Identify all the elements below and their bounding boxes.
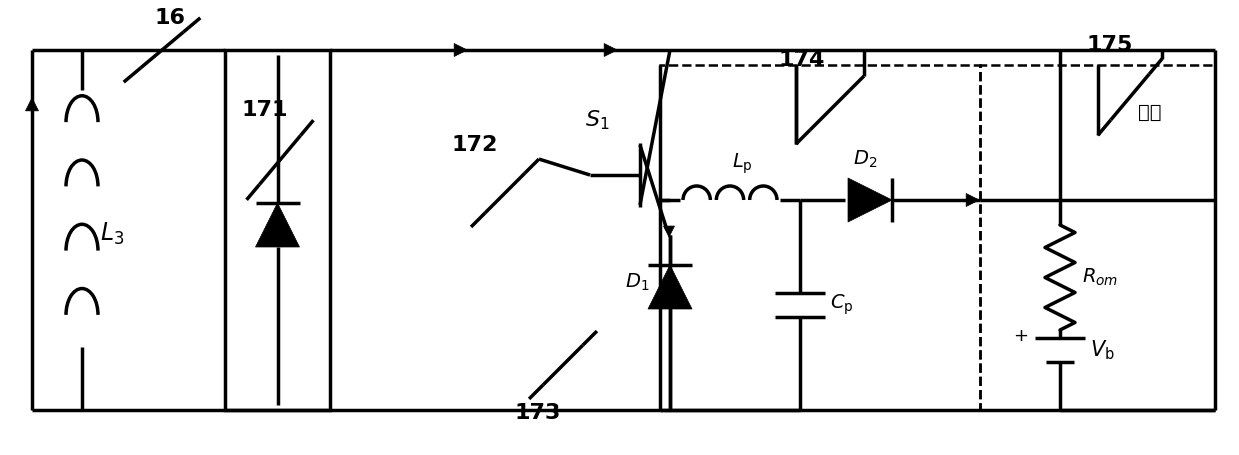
Polygon shape <box>26 98 38 111</box>
FancyBboxPatch shape <box>225 50 330 410</box>
Text: 电池: 电池 <box>1137 102 1161 121</box>
Text: $L_3$: $L_3$ <box>100 220 124 247</box>
Polygon shape <box>455 44 467 56</box>
Text: 16: 16 <box>155 8 186 28</box>
Polygon shape <box>255 203 300 247</box>
Text: 172: 172 <box>452 135 498 155</box>
Text: $D_2$: $D_2$ <box>852 149 877 170</box>
Text: $R_{om}$: $R_{om}$ <box>1082 267 1119 288</box>
Text: 174: 174 <box>779 50 825 70</box>
Text: 175: 175 <box>1087 35 1134 55</box>
Polygon shape <box>847 178 892 222</box>
Text: $V_\mathrm{b}$: $V_\mathrm{b}$ <box>1090 338 1115 362</box>
Polygon shape <box>648 265 693 309</box>
Text: 173: 173 <box>515 403 561 423</box>
Polygon shape <box>605 44 617 56</box>
Text: $D_1$: $D_1$ <box>624 271 649 293</box>
Text: 171: 171 <box>242 100 289 120</box>
Text: $C_\mathrm{p}$: $C_\mathrm{p}$ <box>830 293 854 317</box>
Polygon shape <box>966 193 979 207</box>
Polygon shape <box>664 226 674 237</box>
Text: +: + <box>1014 327 1028 345</box>
Text: $L_\mathrm{p}$: $L_\mathrm{p}$ <box>731 152 752 176</box>
Text: $S_1$: $S_1$ <box>585 108 610 132</box>
